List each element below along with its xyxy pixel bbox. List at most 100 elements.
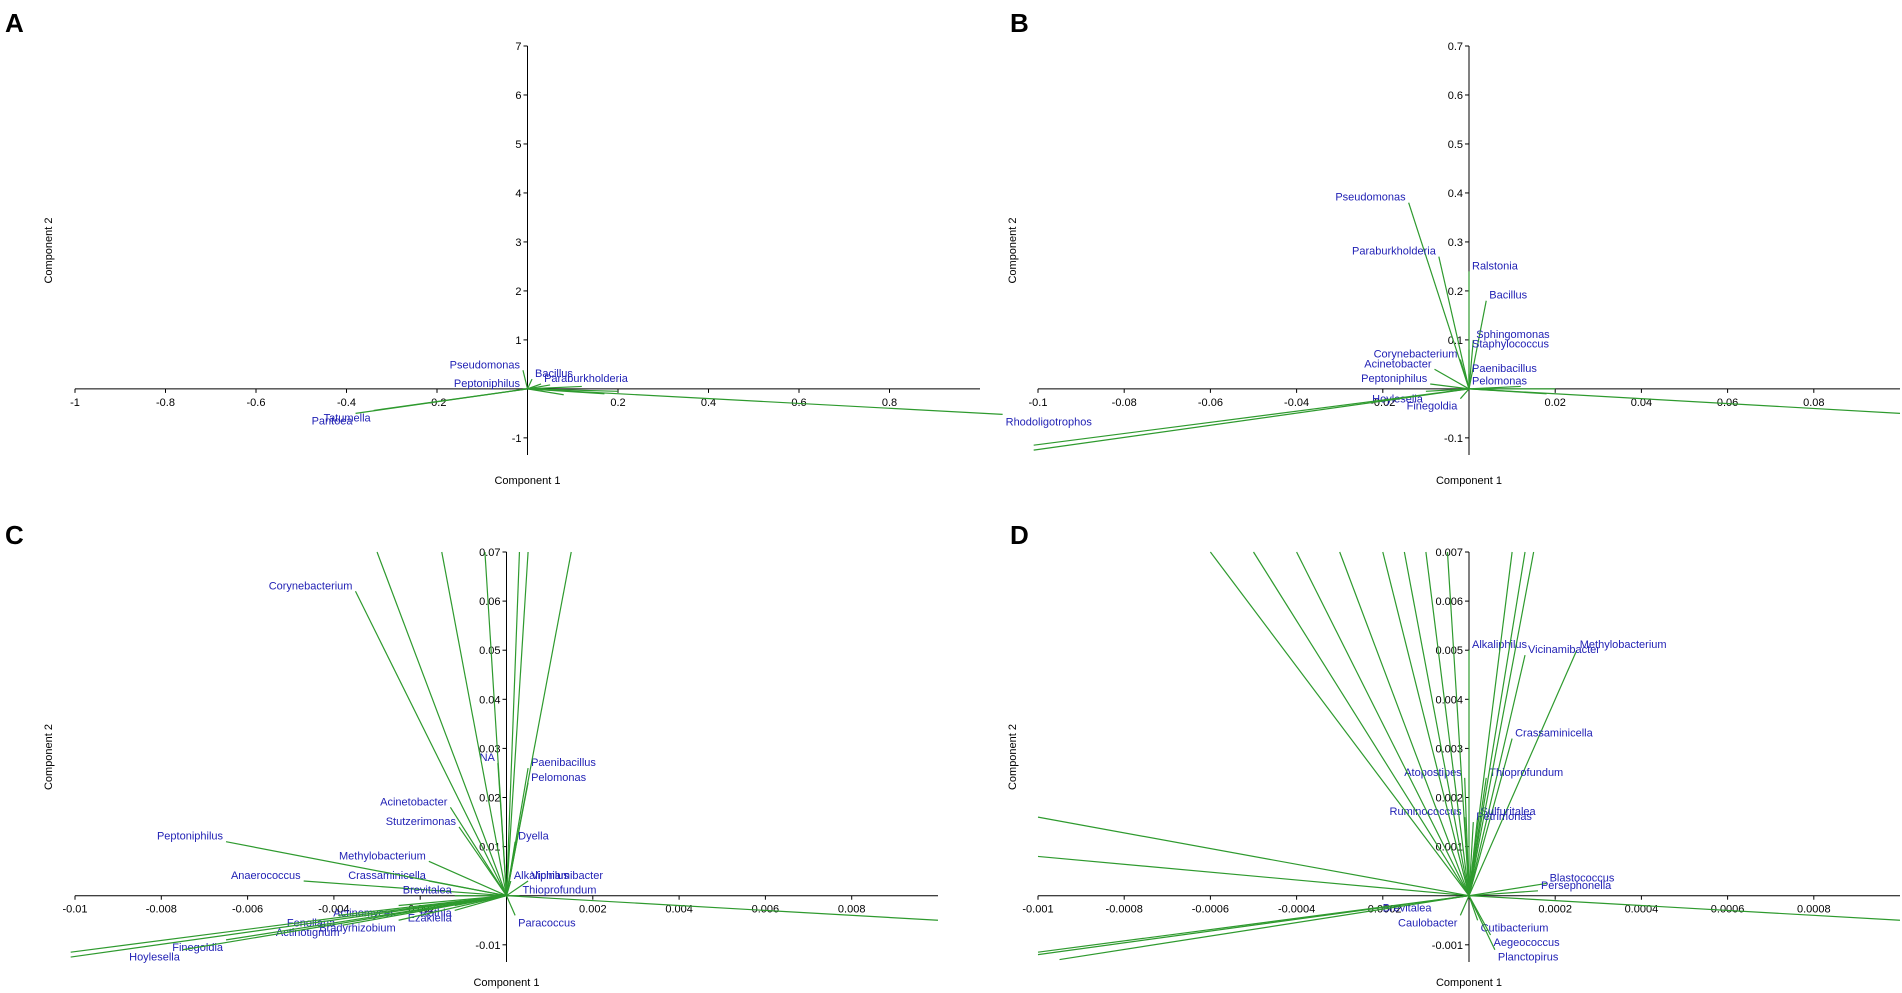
vector-label: Corynebacterium [1374,348,1458,360]
x-tick-label: -0.0006 [1192,904,1229,916]
loading-vector [1425,551,1470,896]
loading-vector [1468,385,1521,390]
loading-vector [428,860,507,897]
y-tick-label: 0.3 [1448,237,1463,249]
y-tick-label: 0.5 [1448,139,1463,151]
loading-vector [1468,300,1487,389]
loading-vector [1468,822,1474,896]
vector-label: Alkaliphilus [1472,639,1528,651]
vector-label: Rothia [420,908,453,920]
y-tick-label: 0.006 [1435,596,1463,608]
vector-label: Staphylococcus [1472,339,1550,351]
vector-label: Sphingomonas [1476,329,1550,341]
loading-vector [505,551,572,896]
panel-c: C-0.01 -0.008 -0.006 -0.004 -0.002 0.002 0.004… [5,520,939,989]
loading-vector [1468,890,1539,897]
x-tick-label: 0.2 [610,397,625,409]
vector-label: Petrimonas [1476,811,1532,823]
loading-vector [506,895,939,921]
y-tick-label: 0.003 [1435,743,1463,755]
x-axis-title: Component 1 [1436,475,1502,487]
vector-label: Blastococcus [1550,872,1615,884]
vector-label: Cutibacterium [1481,922,1549,934]
loading-vector [1434,368,1470,390]
loading-vector [1438,256,1470,390]
loading-vector [1037,855,1470,897]
panel-b: B-0.1 -0.08 -0.06 -0.04 -0.02 0.02 0.04 0.06 0.0… [1007,8,1901,487]
x-tick-label: -0.01 [62,904,87,916]
loading-vector [1446,551,1470,896]
vector-label: Crassaminicella [348,870,427,882]
loading-vector [527,388,1003,415]
vector-label: Paracoccus [518,917,576,929]
y-tick-label: 6 [515,90,521,102]
y-tick-label: 0.03 [479,743,500,755]
vector-label: Paenibacillus [1472,363,1537,375]
vector-label: Pseudomonas [1335,192,1406,204]
x-tick-label: -0.08 [1112,397,1137,409]
x-axis-title: Component 1 [473,977,539,989]
vector-label: Ralstonia [1472,260,1519,272]
x-tick-label: 0.4 [701,397,716,409]
y-tick-label: 4 [515,188,521,200]
loading-vector [1033,388,1470,446]
vector-label: Rhodoligotrophos [1006,416,1093,428]
loading-vector [398,895,507,921]
x-tick-label: -0.008 [146,904,177,916]
vector-label: Aegeococcus [1494,937,1561,949]
vector-label: Methylobacterium [1580,639,1667,651]
x-tick-label: 0.008 [838,904,866,916]
vector-label: Anaerococcus [231,870,301,882]
loading-vector [527,385,582,390]
vector-label: Corynebacterium [269,580,353,592]
loading-vector [1408,202,1470,390]
vector-label: Tatumella [324,412,372,424]
y-axis-title: Component 2 [1007,724,1019,790]
x-tick-label: 0.08 [1803,397,1824,409]
panel-label: C [5,520,24,550]
x-tick-label: -0.8 [156,397,175,409]
loading-vector [1209,551,1470,897]
vector-label: Stutzerimonas [386,816,457,828]
panel-label: B [1010,8,1029,38]
y-tick-label: 0.05 [479,645,500,657]
vector-label: NA [480,752,496,764]
panel-a: A-1 -0.8 -0.6 -0.4 -0.2 0.2 0.4 0.6 0.8-11234567… [5,8,1092,487]
loading-vector [1430,383,1470,390]
loading-vector [1037,895,1470,953]
loading-vector [506,880,529,897]
loading-vector [1059,895,1470,961]
vector-label: Persephonella [1541,880,1612,892]
y-tick-label: 7 [515,41,521,53]
vector-label: Acinetobacter [380,796,448,808]
vector-label: Peptoniphilus [1361,373,1428,385]
loading-vector [1459,895,1470,916]
y-tick-label: 0.4 [1448,188,1463,200]
vector-label: Crassaminicella [1515,728,1594,740]
loading-vector [1468,738,1513,896]
loading-vector [1468,654,1526,896]
vector-label: Caulobacter [1398,917,1458,929]
vector-label: Sulfuritalea [1481,806,1537,818]
x-tick-label: -0.006 [232,904,263,916]
loading-vector [527,388,564,396]
y-tick-label: 0.004 [1435,694,1463,706]
loading-vector [441,551,508,896]
vector-label: Thioprofundum [1489,767,1563,779]
loading-vector [522,370,529,390]
y-tick-label: 0.7 [1448,41,1463,53]
vector-label: Pseudomonas [450,359,521,371]
x-tick-label: 0.0006 [1711,904,1745,916]
vector-label: Pelomonas [1472,375,1528,387]
loading-vector [1403,551,1470,896]
loading-vector [1252,551,1470,897]
x-tick-label: 0.04 [1631,397,1652,409]
loading-vector [505,895,516,916]
panel-label: D [1010,520,1029,550]
vector-label: Peptoniphilus [157,831,224,843]
x-tick-label: 0.8 [882,397,897,409]
vector-label: Paraburkholderia [544,373,629,385]
loading-vector [1468,339,1474,389]
loading-vector [1468,649,1578,896]
loading-vector [505,551,521,896]
